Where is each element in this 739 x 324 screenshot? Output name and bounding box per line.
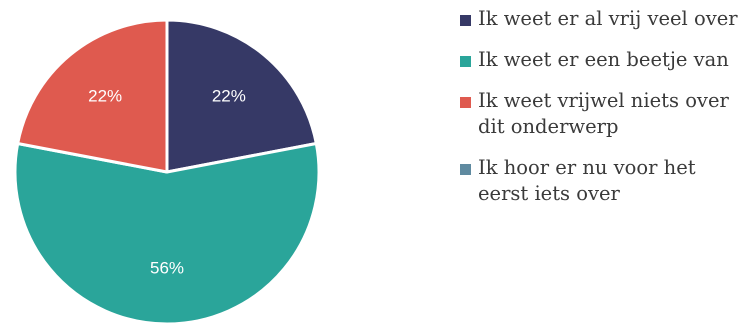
pie-slice-vrij-veel: [165, 18, 318, 174]
legend-label-beetje: Ik weet er een beetje van: [478, 48, 729, 71]
legend: Ik weet er al vrij veel over Ik weet er …: [458, 6, 739, 222]
data-label-vrijwel-niets: 22%: [88, 87, 122, 106]
legend-item-eerst: Ik hoor er nu voor het eerst iets over: [458, 155, 739, 207]
legend-label-eerst: Ik hoor er nu voor het eerst iets over: [478, 156, 696, 205]
legend-item-vrij-veel: Ik weet er al vrij veel over: [458, 6, 739, 32]
legend-swatch-eerst: [460, 164, 471, 175]
data-label-beetje: 56%: [150, 258, 184, 277]
pie-chart: 22% 56% 22%: [13, 18, 321, 324]
legend-swatch-vrijwel-niets: [460, 97, 471, 108]
legend-swatch-vrij-veel: [460, 15, 471, 26]
legend-swatch-beetje: [460, 56, 471, 67]
legend-item-vrijwel-niets: Ik weet vrijwel niets over dit onderwerp: [458, 88, 739, 140]
pie-slice-vrijwel-niets: [16, 18, 169, 174]
data-label-vrij-veel: 22%: [212, 87, 246, 106]
legend-label-vrij-veel: Ik weet er al vrij veel over: [478, 7, 738, 30]
legend-label-vrijwel-niets: Ik weet vrijwel niets over dit onderwerp: [478, 89, 729, 138]
legend-item-beetje: Ik weet er een beetje van: [458, 47, 739, 73]
